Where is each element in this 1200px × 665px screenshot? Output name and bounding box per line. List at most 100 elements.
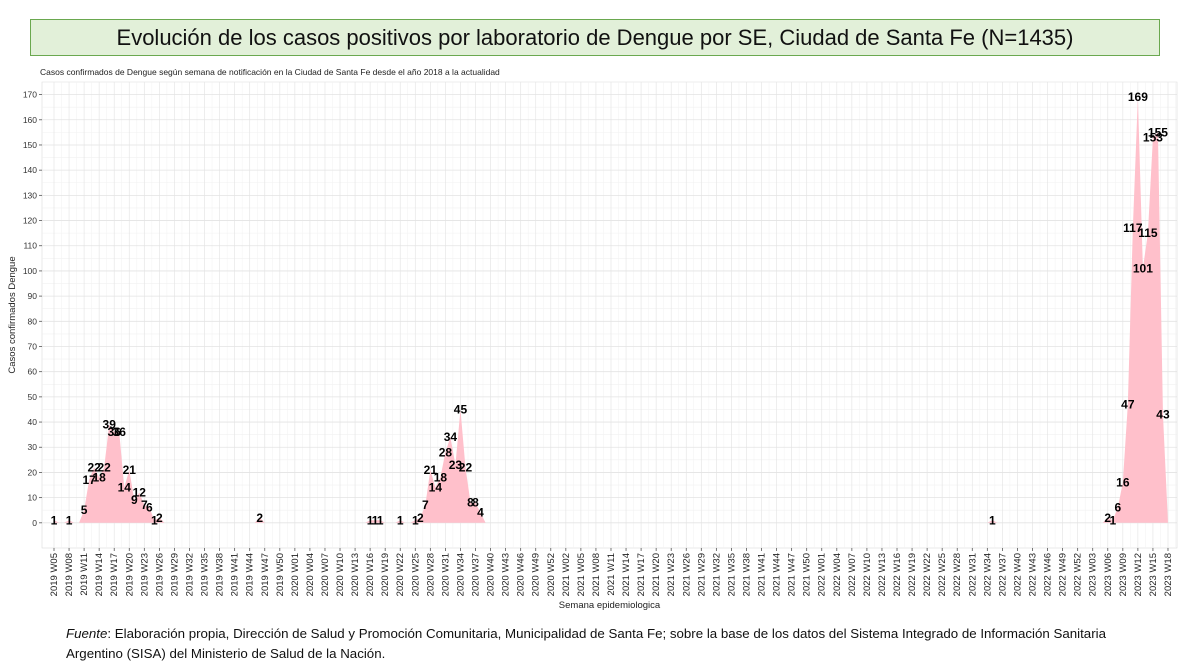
x-tick-label: 2020 W46 [516,553,527,596]
data-label: 47 [1121,397,1135,411]
x-tick-label: 2022 W40 [1012,553,1023,596]
x-tick-label: 2020 W49 [531,553,542,596]
chart-title-banner: Evolución de los casos positivos por lab… [30,19,1160,56]
x-tick-label: 2020 W31 [440,553,451,596]
x-tick-label: 2021 W38 [741,553,752,596]
data-label: 39 [103,418,117,432]
x-tick-label: 2019 W32 [184,553,195,596]
x-tick-label: 2019 W14 [94,553,105,596]
x-tick-label: 2022 W46 [1043,553,1054,596]
data-label: 7 [422,498,429,512]
data-label: 16 [1116,476,1130,490]
x-tick-label: 2022 W10 [862,553,873,596]
y-tick-label: 20 [28,467,38,477]
data-label: 17 [82,473,96,487]
x-tick-label: 2019 W26 [154,553,165,596]
x-tick-label: 2022 W43 [1027,553,1038,596]
data-label: 14 [118,481,132,495]
data-label: 117 [1123,221,1143,235]
x-tick-label: 2021 W05 [576,553,587,596]
data-label: 18 [434,470,448,484]
x-axis-title: Semana epidemiologica [559,600,661,611]
x-tick-label: 2021 W32 [711,553,722,596]
x-tick-label: 2022 W49 [1058,553,1069,596]
y-tick-label: 90 [28,291,38,301]
y-tick-label: 70 [28,341,38,351]
data-label: 1 [989,513,996,527]
x-tick-label: 2021 W47 [787,553,798,596]
y-tick-label: 130 [23,190,37,200]
x-tick-label: 2022 W52 [1073,553,1084,596]
data-label: 153 [1143,130,1163,144]
data-label: 18 [92,470,106,484]
x-tick-label: 2021 W20 [651,553,662,596]
data-label: 1 [1109,513,1116,527]
data-label: 8 [472,496,479,510]
y-tick-label: 120 [23,216,37,226]
x-tick-label: 2020 W04 [305,553,316,596]
x-tick-label: 2022 W04 [832,553,843,596]
x-tick-label: 2021 W44 [772,553,783,596]
data-label: 7 [141,498,148,512]
data-label: 6 [1114,501,1121,515]
data-label: 101 [1133,261,1153,275]
x-tick-label: 2019 W29 [169,553,180,596]
x-tick-label: 2019 W17 [109,553,120,596]
y-tick-label: 160 [23,115,37,125]
data-label: 2 [417,511,424,525]
data-label: 1 [372,513,379,527]
x-tick-label: 2019 W47 [260,553,271,596]
data-label: 23 [449,458,463,472]
chart-title: Evolución de los casos positivos por lab… [116,24,1074,50]
data-label: 2 [156,511,163,525]
x-tick-label: 2021 W17 [636,553,647,596]
y-tick-label: 150 [23,140,37,150]
y-tick-label: 170 [23,90,37,100]
x-tick-label: 2022 W07 [847,553,858,596]
data-label: 21 [123,463,137,477]
source-text: : Elaboración propia, Dirección de Salud… [66,626,1106,661]
y-tick-label: 50 [28,392,38,402]
data-label: 1 [66,513,73,527]
data-label: 8 [467,496,474,510]
source-note: Fuente: Elaboración propia, Dirección de… [66,624,1156,664]
data-label: 36 [113,425,127,439]
x-tick-label: 2019 W50 [275,553,286,596]
x-tick-label: 2022 W16 [892,553,903,596]
x-tick-label: 2020 W10 [335,553,346,596]
x-tick-label: 2023 W06 [1103,553,1114,596]
x-tick-label: 2020 W19 [380,553,391,596]
data-label: 1 [51,513,58,527]
x-tick-label: 2023 W12 [1133,553,1144,596]
data-label: 5 [81,503,88,517]
x-tick-label: 2019 W23 [139,553,150,596]
data-label: 1 [151,513,158,527]
data-label: 2 [1104,511,1111,525]
x-tick-label: 2022 W37 [997,553,1008,596]
x-tick-label: 2020 W22 [395,553,406,596]
data-label: 12 [133,486,147,500]
x-tick-label: 2019 W20 [124,553,135,596]
x-tick-label: 2023 W09 [1118,553,1129,596]
x-tick-label: 2019 W35 [200,553,211,596]
data-label: 45 [454,402,468,416]
x-tick-label: 2019 W11 [79,553,90,596]
data-label: 2 [256,511,263,525]
x-tick-label: 2023 W03 [1088,553,1099,596]
x-tick-label: 2023 W15 [1148,553,1159,596]
x-tick-label: 2021 W23 [666,553,677,596]
data-label: 34 [444,430,458,444]
x-tick-label: 2021 W29 [696,553,707,596]
data-label: 1 [377,513,384,527]
x-tick-label: 2020 W34 [455,553,466,596]
data-label: 22 [87,460,101,474]
x-tick-label: 2020 W37 [471,553,482,596]
x-tick-label: 2019 W08 [64,553,75,596]
x-tick-label: 2021 W08 [591,553,602,596]
y-tick-label: 60 [28,367,38,377]
data-label: 9 [131,493,138,507]
x-tick-label: 2022 W22 [922,553,933,596]
data-label: 1 [412,513,419,527]
chart-subtitle: Casos confirmados de Dengue según semana… [40,67,500,77]
x-tick-label: 2020 W28 [425,553,436,596]
